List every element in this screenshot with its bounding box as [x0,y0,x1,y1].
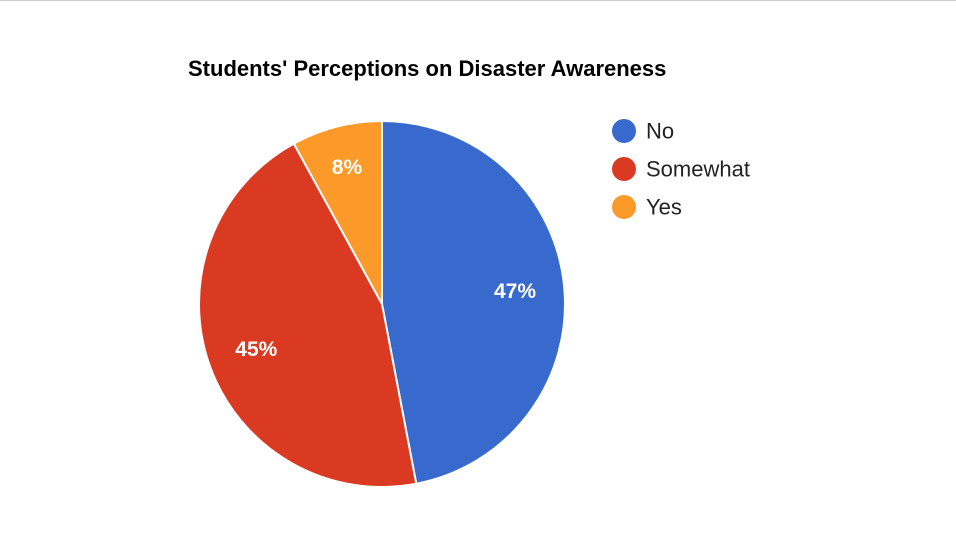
legend: No Somewhat Yes [612,119,750,220]
pie-slice-no[interactable] [381,119,566,485]
legend-label-no: No [646,119,674,144]
pie-slice-yes[interactable] [292,119,383,305]
legend-item-no[interactable]: No [612,119,674,144]
slice-labels: 47% 45% 8% [235,156,536,361]
legend-item-somewhat[interactable]: Somewhat [612,157,750,182]
slice-label-no: 47% [494,280,536,303]
legend-swatch-no [612,119,636,143]
pie-slices [198,119,566,488]
legend-swatch-somewhat [612,157,636,181]
legend-label-somewhat: Somewhat [646,157,750,182]
slice-label-yes: 8% [332,156,363,179]
chart-title: Students' Perceptions on Disaster Awaren… [188,56,666,81]
slice-label-somewhat: 45% [235,338,277,361]
legend-item-yes[interactable]: Yes [612,195,682,220]
legend-swatch-yes [612,195,636,219]
legend-label-yes: Yes [646,195,682,220]
pie-slice-somewhat[interactable] [198,142,418,488]
